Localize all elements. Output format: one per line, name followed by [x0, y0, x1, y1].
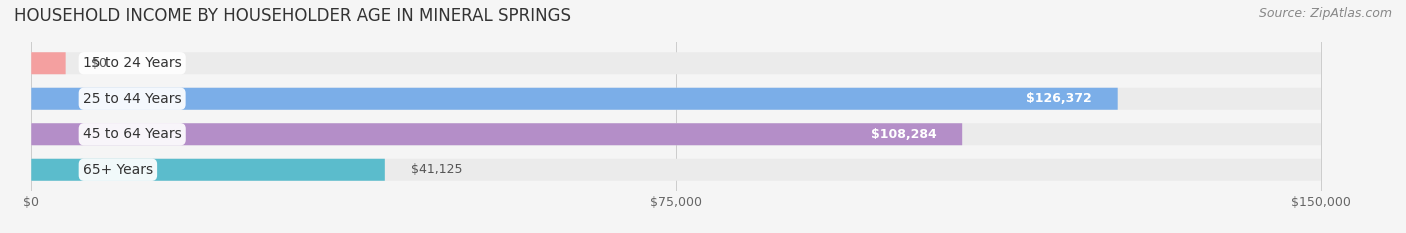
FancyBboxPatch shape: [31, 123, 1320, 145]
FancyBboxPatch shape: [31, 159, 1320, 181]
Text: Source: ZipAtlas.com: Source: ZipAtlas.com: [1258, 7, 1392, 20]
Text: 45 to 64 Years: 45 to 64 Years: [83, 127, 181, 141]
Text: $126,372: $126,372: [1026, 92, 1092, 105]
FancyBboxPatch shape: [31, 52, 1320, 74]
Text: 65+ Years: 65+ Years: [83, 163, 153, 177]
Text: HOUSEHOLD INCOME BY HOUSEHOLDER AGE IN MINERAL SPRINGS: HOUSEHOLD INCOME BY HOUSEHOLDER AGE IN M…: [14, 7, 571, 25]
FancyBboxPatch shape: [31, 88, 1118, 110]
FancyBboxPatch shape: [31, 88, 1320, 110]
FancyBboxPatch shape: [31, 159, 385, 181]
Text: $41,125: $41,125: [411, 163, 463, 176]
Text: 15 to 24 Years: 15 to 24 Years: [83, 56, 181, 70]
Text: $0: $0: [91, 57, 107, 70]
Text: $108,284: $108,284: [870, 128, 936, 141]
FancyBboxPatch shape: [31, 52, 66, 74]
Text: 25 to 44 Years: 25 to 44 Years: [83, 92, 181, 106]
FancyBboxPatch shape: [31, 123, 962, 145]
